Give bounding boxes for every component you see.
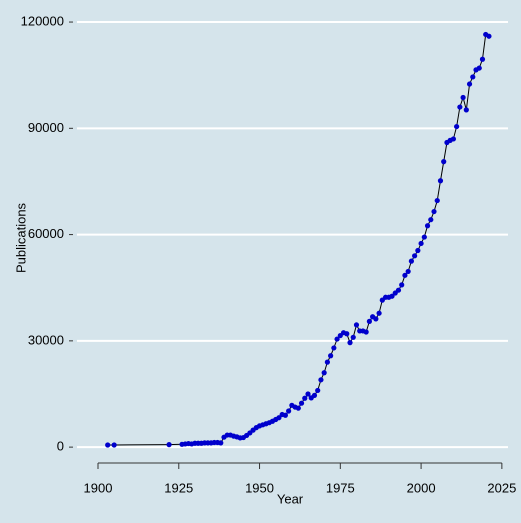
- data-point: [344, 331, 350, 337]
- data-point: [282, 412, 288, 418]
- data-point: [328, 353, 334, 359]
- y-tick-label: 120000: [21, 13, 64, 28]
- y-tick-label: 60000: [28, 226, 64, 241]
- data-point: [466, 81, 473, 87]
- x-tick-label: 1900: [84, 480, 113, 495]
- data-point: [405, 268, 411, 275]
- data-point: [363, 329, 369, 335]
- data-point: [415, 247, 421, 254]
- data-point: [408, 258, 414, 264]
- data-point: [486, 33, 492, 39]
- data-point: [421, 234, 427, 240]
- data-point: [318, 377, 324, 383]
- data-point: [457, 104, 463, 110]
- data-line: [107, 33, 490, 446]
- data-point: [373, 316, 379, 322]
- data-point: [376, 310, 382, 316]
- x-tick-label: 2000: [407, 480, 436, 495]
- y-tick-label: 30000: [28, 332, 64, 347]
- data-point: [418, 240, 424, 247]
- data-point: [402, 272, 408, 278]
- data-point: [399, 282, 405, 288]
- data-point: [366, 318, 372, 324]
- data-point: [166, 442, 172, 448]
- data-point: [428, 217, 434, 223]
- data-point: [463, 107, 469, 113]
- data-point: [315, 387, 321, 394]
- x-tick-label: 1925: [164, 480, 193, 495]
- data-point: [441, 159, 447, 165]
- data-point: [276, 415, 282, 421]
- data-point: [431, 208, 437, 215]
- data-point: [334, 336, 340, 342]
- data-point: [434, 197, 440, 204]
- y-tick-label: 90000: [28, 120, 64, 135]
- data-point: [286, 408, 292, 414]
- data-point: [454, 123, 460, 130]
- data-point: [295, 405, 301, 411]
- data-point: [347, 340, 353, 346]
- data-point: [450, 136, 456, 142]
- data-point: [324, 359, 330, 365]
- x-tick-label: 2025: [487, 480, 516, 495]
- data-point: [389, 293, 395, 299]
- y-tick-label: 0: [57, 439, 64, 454]
- data-point: [412, 253, 418, 259]
- data-point: [424, 223, 431, 229]
- data-point: [305, 391, 311, 397]
- data-point: [298, 400, 305, 406]
- data-point: [218, 440, 224, 446]
- data-point: [111, 442, 117, 448]
- x-tick-label: 1950: [245, 480, 274, 495]
- data-point: [353, 322, 360, 328]
- data-point: [395, 287, 402, 293]
- data-point: [331, 345, 337, 351]
- data-point: [470, 74, 476, 80]
- x-axis-label: Year: [277, 491, 304, 506]
- y-axis-label: Publications: [13, 202, 28, 273]
- data-point: [437, 178, 444, 184]
- data-point: [105, 442, 111, 448]
- data-point: [350, 334, 356, 340]
- data-point: [476, 65, 482, 71]
- data-point: [302, 395, 308, 401]
- data-point: [460, 94, 466, 101]
- data-point: [479, 56, 486, 62]
- x-tick-label: 1975: [326, 480, 355, 495]
- data-point: [311, 392, 318, 399]
- data-point: [321, 370, 327, 376]
